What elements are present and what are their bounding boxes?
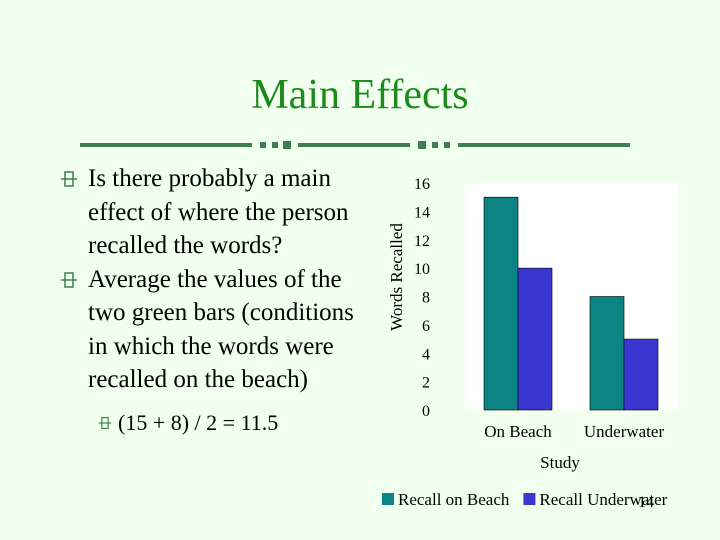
bullet-item: Average the values of the two green bars…	[58, 263, 368, 397]
y-tick-label: 14	[414, 204, 430, 221]
bar	[517, 267, 553, 411]
bullet-glyph-icon	[98, 416, 112, 429]
legend: Recall on Beach Recall Underwater	[382, 490, 668, 509]
y-tick-label: 6	[422, 318, 430, 335]
y-tick-label: 12	[414, 233, 430, 250]
bar-chart: 0 2 4 6 8 10 12 14 16 On Beach Underwater Words R…	[382, 176, 677, 509]
bullet-list: Is there probably a main effect of where…	[58, 162, 368, 437]
x-axis-label: Study	[540, 453, 580, 472]
legend-swatch	[523, 493, 536, 505]
y-tick-label: 8	[422, 290, 430, 307]
bars	[483, 196, 659, 411]
sub-bullet-item: (15 + 8) / 2 = 11.5	[58, 409, 368, 437]
y-tick-label: 0	[422, 403, 430, 420]
y-tick-label: 16	[414, 176, 430, 193]
y-tick-label: 2	[422, 375, 430, 392]
y-tick-labels: 0 2 4 6 8 10 12 14 16	[414, 176, 430, 420]
legend-label: Recall Underwater	[539, 490, 667, 509]
y-axis-label: Words Recalled	[387, 223, 406, 331]
bar	[623, 338, 659, 411]
slide-title: Main Effects	[251, 72, 469, 118]
x-tick-labels: On Beach Underwater	[484, 422, 664, 441]
title-divider	[80, 141, 630, 149]
bar	[589, 296, 625, 411]
legend-label: Recall on Beach	[398, 490, 510, 509]
legend-swatch	[382, 493, 394, 505]
bullet-item: Is there probably a main effect of where…	[58, 162, 368, 263]
y-tick-label: 10	[414, 261, 430, 278]
bullet-glyph-icon	[61, 171, 77, 187]
x-tick-label: On Beach	[484, 422, 552, 441]
page-number: 14	[638, 494, 654, 511]
x-tick-label: Underwater	[584, 422, 665, 441]
y-tick-label: 4	[422, 346, 430, 363]
bullet-glyph-icon	[61, 271, 77, 288]
bar	[483, 196, 519, 411]
